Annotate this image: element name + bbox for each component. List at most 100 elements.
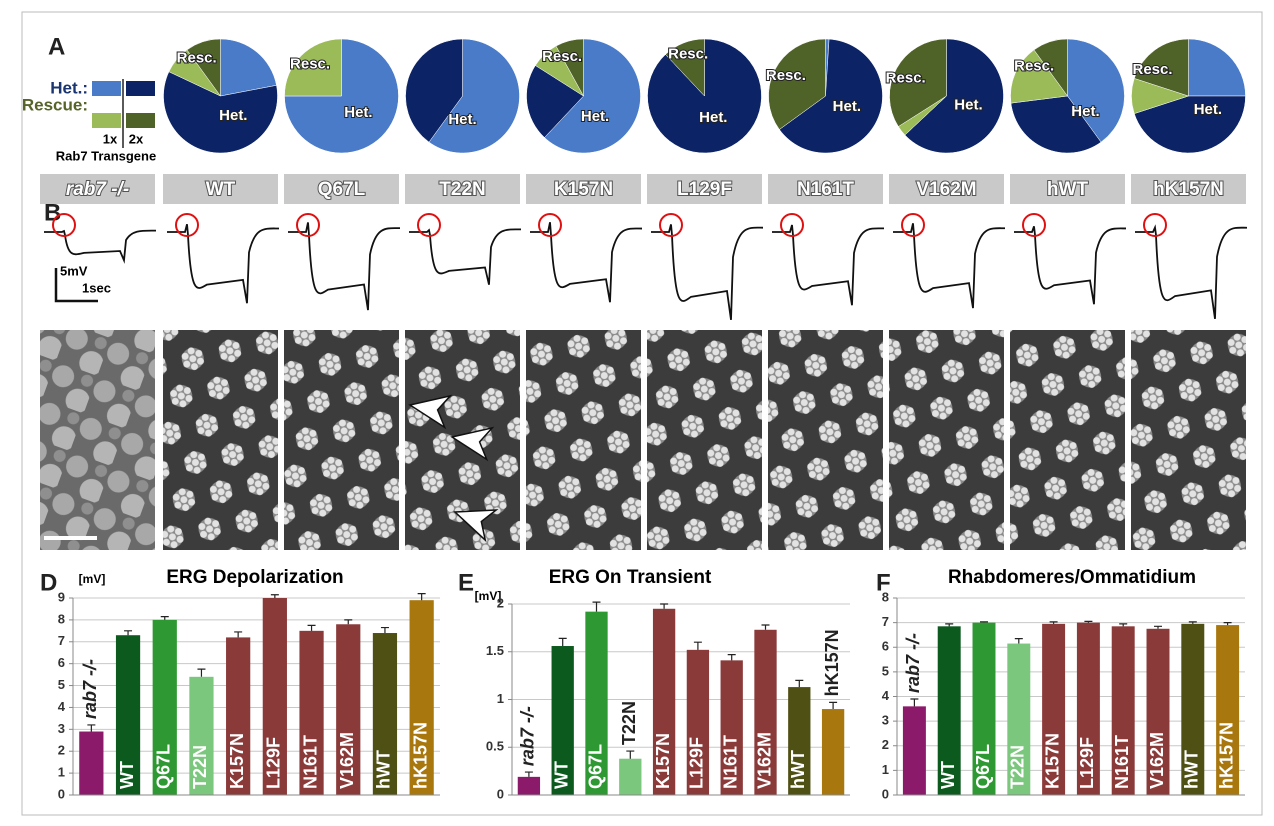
bar-category-label: N161T: [300, 735, 320, 789]
bar-category-label: hK157N: [410, 722, 430, 789]
y-tick-label: 0: [882, 786, 889, 801]
pie-slice: [1189, 39, 1246, 96]
y-tick-label: 7: [882, 614, 889, 629]
y-tick-label: 1: [882, 762, 889, 777]
genotype-label: hWT: [1047, 179, 1089, 200]
y-tick-label: 0: [58, 786, 65, 801]
bar-category-label: WT: [117, 761, 137, 789]
error-bar: [559, 638, 567, 646]
micrograph: [889, 330, 1004, 550]
error-bar: [308, 625, 316, 630]
bar-category-label: K157N: [227, 733, 247, 789]
figure: A B C D E F Het.: Rescue: 1x 2x Rab7 Tra…: [0, 0, 1274, 826]
bar-category-label: T22N: [1008, 745, 1028, 789]
bar-category-label: Q67L: [154, 744, 174, 789]
panel-label: D: [40, 569, 57, 596]
pie-annotation: Het.: [954, 96, 982, 113]
micrograph: [163, 330, 278, 550]
y-tick-label: 6: [882, 639, 889, 654]
y-tick-label: 3: [882, 713, 889, 728]
chart-title: ERG On Transient: [549, 567, 712, 588]
error-bar: [795, 680, 803, 687]
error-bar: [197, 669, 205, 677]
genotype-label: WT: [206, 179, 236, 200]
bar-category-label: Q67L: [585, 744, 605, 789]
panel-label: A: [48, 33, 65, 60]
bar-category-label: L129F: [687, 737, 707, 789]
pie-annotation: Het.: [1071, 103, 1099, 120]
micrograph: [1131, 330, 1246, 550]
bar-category-label: L129F: [264, 737, 284, 789]
erg-trace: [1135, 228, 1247, 319]
y-tick-label: 1: [58, 765, 65, 780]
erg-trace: [409, 229, 521, 284]
error-bar: [1015, 639, 1023, 644]
panel-label: E: [458, 569, 474, 596]
error-bar: [344, 620, 352, 624]
legend-swatch: [126, 81, 155, 96]
bar-category-label: rab7 -/-: [903, 633, 923, 693]
error-bar: [418, 594, 426, 601]
pie-annotation: Resc.: [1133, 61, 1173, 78]
y-tick-label: 5: [882, 663, 889, 678]
error-bar: [1119, 624, 1127, 626]
y-tick-label: 2: [497, 595, 504, 610]
error-bar: [234, 632, 242, 637]
y-axis-label: [mV]: [79, 572, 106, 586]
y-tick-label: 6: [58, 655, 65, 670]
genotype-label: L129F: [677, 179, 732, 200]
chart-title: Rhabdomeres/Ommatidium: [948, 567, 1196, 588]
scale-voltage: 5mV: [60, 263, 88, 278]
y-tick-label: 5: [58, 677, 65, 692]
bar-category-label: hK157N: [1216, 722, 1236, 789]
pie-annotation: Resc.: [766, 67, 806, 84]
y-tick-label: 0: [497, 786, 504, 801]
bar-category-label: hWT: [1182, 750, 1202, 789]
pie-annotation: Resc.: [290, 56, 330, 73]
y-tick-label: 2: [882, 737, 889, 752]
micrograph: [284, 330, 399, 550]
bar: [518, 777, 540, 795]
genotype-label: N161T: [797, 179, 854, 200]
error-bar: [87, 725, 95, 732]
bar-category-label: N161T: [1112, 735, 1132, 789]
pie-annotation: Resc.: [886, 69, 926, 86]
bar-category-label: V162M: [754, 732, 774, 789]
bar-category-label: N161T: [720, 735, 740, 789]
bar-category-label: T22N: [190, 745, 210, 789]
legend-swatch: [126, 113, 155, 128]
legend-swatch: [92, 81, 121, 96]
error-bar: [660, 604, 668, 609]
y-tick-label: 7: [58, 633, 65, 648]
error-bar: [1154, 626, 1162, 628]
genotype-label: hK157N: [1153, 179, 1224, 200]
micrograph: [768, 330, 883, 550]
erg-trace: [651, 224, 763, 319]
legend-rescue: Rescue:: [22, 95, 88, 114]
genotype-label: V162M: [916, 179, 976, 200]
error-bar: [525, 772, 533, 777]
y-tick-label: 4: [882, 688, 890, 703]
bar-category-label: Q67L: [973, 744, 993, 789]
bar-category-label: hWT: [374, 750, 394, 789]
erg-trace: [772, 225, 884, 305]
error-bar: [124, 631, 132, 635]
legend-2x: 2x: [129, 131, 144, 146]
scale-time: 1sec: [82, 280, 111, 295]
bar-category-label: rab7 -/-: [80, 659, 100, 719]
error-bar: [694, 642, 702, 650]
bar-category-label: rab7 -/-: [518, 706, 538, 766]
micrograph: [647, 330, 762, 550]
bar-category-label: K157N: [1042, 733, 1062, 789]
legend-swatch: [92, 113, 121, 128]
chart-title: ERG Depolarization: [166, 567, 343, 588]
bar: [903, 706, 926, 795]
error-bar: [381, 628, 389, 633]
y-tick-label: 4: [58, 699, 66, 714]
y-tick-label: 0.5: [486, 739, 504, 754]
bar-category-label: V162M: [337, 732, 357, 789]
genotype-label: T22N: [439, 179, 485, 200]
bar-category-label: V162M: [1147, 732, 1167, 789]
error-bar: [945, 624, 953, 626]
error-bar: [829, 702, 837, 709]
